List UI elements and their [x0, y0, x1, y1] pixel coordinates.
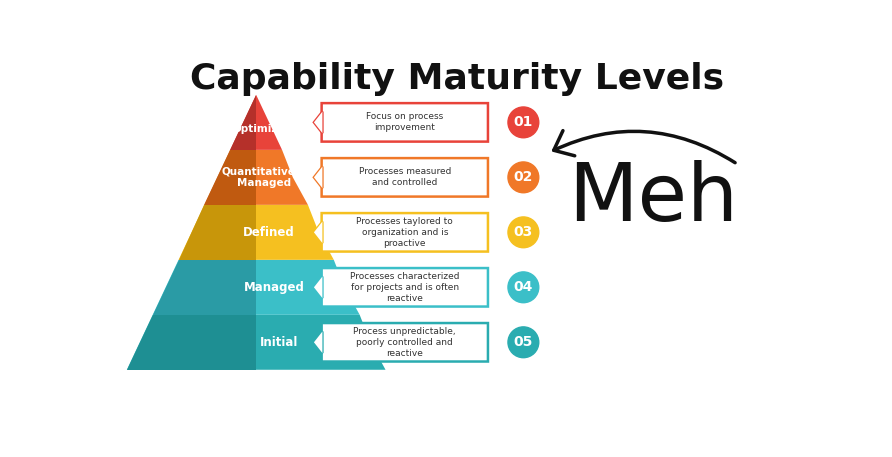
FancyBboxPatch shape — [322, 158, 488, 197]
Polygon shape — [204, 150, 256, 205]
Circle shape — [508, 217, 539, 248]
FancyArrowPatch shape — [554, 131, 735, 163]
Polygon shape — [153, 260, 359, 315]
FancyBboxPatch shape — [322, 213, 488, 251]
Text: Meh: Meh — [567, 160, 738, 238]
Polygon shape — [204, 150, 308, 205]
Text: Processes characterized
for projects and is often
reactive: Processes characterized for projects and… — [350, 272, 459, 303]
Text: 04: 04 — [514, 280, 533, 294]
Polygon shape — [314, 276, 322, 298]
Polygon shape — [314, 222, 322, 243]
Polygon shape — [127, 315, 385, 370]
Polygon shape — [314, 112, 322, 133]
Polygon shape — [314, 331, 322, 353]
Circle shape — [508, 107, 539, 138]
Polygon shape — [178, 205, 334, 260]
Text: Processes measured
and controlled: Processes measured and controlled — [359, 167, 451, 187]
Text: 03: 03 — [514, 225, 533, 239]
Text: 02: 02 — [514, 170, 533, 184]
FancyBboxPatch shape — [322, 268, 488, 307]
Polygon shape — [230, 95, 282, 150]
Text: 05: 05 — [514, 335, 533, 349]
Polygon shape — [314, 222, 322, 243]
Circle shape — [508, 162, 539, 193]
Text: Quantitatively
Managed: Quantitatively Managed — [222, 166, 306, 188]
Text: 01: 01 — [514, 115, 533, 129]
Text: Managed: Managed — [244, 281, 305, 294]
Circle shape — [508, 272, 539, 303]
Polygon shape — [230, 95, 256, 150]
Text: Processes taylored to
organization and is
proactive: Processes taylored to organization and i… — [357, 217, 453, 248]
FancyBboxPatch shape — [322, 103, 488, 142]
Circle shape — [508, 327, 539, 358]
Polygon shape — [314, 166, 322, 188]
FancyBboxPatch shape — [322, 323, 488, 361]
Polygon shape — [314, 166, 322, 188]
Text: Capability Maturity Levels: Capability Maturity Levels — [190, 62, 724, 96]
Polygon shape — [314, 331, 322, 353]
Text: Initial: Initial — [260, 336, 299, 349]
Text: Defined: Defined — [244, 226, 295, 239]
Polygon shape — [127, 315, 256, 370]
Polygon shape — [314, 112, 322, 133]
Text: Process unpredictable,
poorly controlled and
reactive: Process unpredictable, poorly controlled… — [353, 327, 456, 358]
Polygon shape — [178, 205, 256, 260]
Polygon shape — [153, 260, 256, 315]
Text: Optimized: Optimized — [233, 124, 293, 134]
Text: Focus on process
improvement: Focus on process improvement — [366, 112, 443, 133]
Polygon shape — [314, 276, 322, 298]
